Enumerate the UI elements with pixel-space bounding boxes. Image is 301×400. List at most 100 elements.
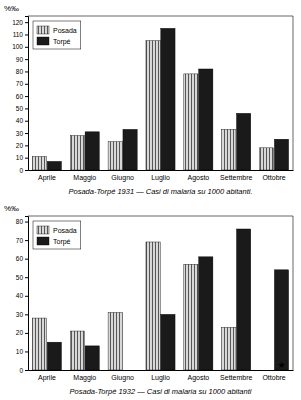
y-tick-label: 40: [16, 292, 24, 299]
bar: [260, 148, 274, 170]
x-tick-label: Agosto: [187, 174, 209, 182]
legend-item: Posada: [37, 226, 77, 234]
y-tick-label: 0: [19, 167, 23, 174]
y-tick-label: 80: [16, 68, 24, 75]
legend-swatch: [37, 226, 49, 234]
y-tick-mark: [25, 22, 28, 23]
y-tick-label: 50: [16, 105, 24, 112]
series: [32, 41, 273, 170]
legend-label: Torpé: [53, 38, 71, 46]
x-tick-label: Luglio: [151, 374, 170, 382]
y-tick: 120: [12, 19, 28, 26]
panel: 01020304050607080AprileMaggioGiugnoLugli…: [4, 204, 294, 396]
y-tick: 110: [13, 31, 28, 38]
bar: [184, 74, 198, 170]
bar: [274, 270, 288, 370]
bar: [184, 264, 198, 370]
x-tick: Ottobre: [262, 370, 285, 381]
y-label: %‰: [4, 4, 19, 13]
x-tick: Ottobre: [262, 170, 285, 181]
panel: 0102030405060708090100110120AprileMaggio…: [4, 4, 294, 196]
y-tick-label: 70: [16, 237, 24, 244]
y-tick-mark: [25, 170, 28, 171]
y-tick-mark: [25, 145, 28, 146]
bar: [199, 69, 213, 170]
bar: [123, 370, 137, 371]
y-tick-label: 100: [12, 43, 23, 50]
y-tick-label: 60: [16, 255, 24, 262]
x-axis-line: [29, 370, 294, 371]
legend-frame: [33, 21, 81, 49]
y-tick-label: 20: [16, 142, 24, 149]
x-tick: Maggio: [73, 170, 96, 182]
frame-right: [293, 216, 294, 370]
x-tick: Giugno: [111, 370, 134, 382]
y-tick-mark: [25, 333, 28, 334]
y-tick: 0: [19, 367, 28, 374]
bar: [237, 229, 251, 370]
y-tick-label: 30: [16, 311, 24, 318]
x-tick-label: Aprile: [38, 374, 56, 382]
y-tick-mark: [25, 259, 28, 260]
y-tick-label: 120: [12, 19, 23, 26]
bar: [85, 132, 99, 170]
y-tick-mark: [25, 96, 28, 97]
x-tick-label: Agosto: [187, 374, 209, 382]
y-tick: 40: [16, 292, 28, 299]
y-tick-label: 20: [16, 329, 24, 336]
legend-item: Torpé: [37, 237, 71, 246]
x-tick-label: Maggio: [73, 374, 96, 382]
y-tick: 70: [16, 80, 28, 87]
y-tick: 50: [16, 105, 28, 112]
frame-top: [28, 16, 293, 17]
y-tick: 10: [16, 154, 28, 161]
y-tick: 30: [16, 311, 28, 318]
bar: [161, 28, 175, 170]
legend-label: Posada: [53, 227, 77, 234]
y-tick: 60: [16, 93, 28, 100]
series: [47, 28, 288, 170]
legend-swatch: [37, 37, 49, 45]
y-tick-mark: [25, 34, 28, 35]
legend: Posada Torpé: [33, 221, 81, 249]
y-tick: 60: [16, 255, 28, 262]
title: Posada-Torpé 1932 — Casi di malaria su 1…: [70, 387, 252, 396]
y-tick-mark: [25, 121, 28, 122]
frame-right: [293, 16, 294, 170]
bar: [222, 129, 236, 170]
bar: [85, 346, 99, 370]
legend-label: Torpé: [53, 238, 71, 246]
y-tick-mark: [25, 370, 28, 371]
y-tick: 50: [16, 274, 28, 281]
y-tick-label: 70: [16, 80, 24, 87]
annotation: ★: [277, 360, 285, 370]
bar: [108, 142, 122, 170]
y-tick: 30: [16, 130, 28, 137]
y-tick-mark: [25, 240, 28, 241]
y-tick: 40: [16, 117, 28, 124]
y-axis: 01020304050607080: [16, 217, 29, 374]
y-tick-label: 50: [16, 274, 24, 281]
y-tick-label: 40: [16, 117, 24, 124]
x-tick-label: Settembre: [220, 174, 252, 181]
y-tick-mark: [25, 108, 28, 109]
y-tick-mark: [25, 71, 28, 72]
y-axis: 0102030405060708090100110120: [12, 17, 28, 174]
x-tick-label: Giugno: [111, 174, 134, 182]
x-tick: Maggio: [73, 370, 96, 382]
y-tick: 80: [16, 218, 28, 225]
bar: [32, 156, 46, 170]
x-axis: AprileMaggioGiugnoLuglioAgostoSettembreO…: [29, 370, 294, 382]
y-tick-mark: [25, 158, 28, 159]
title: Posada-Torpé 1931 — Casi di malaria su 1…: [69, 187, 253, 196]
bar: [108, 312, 122, 370]
bars: [32, 229, 288, 370]
x-tick-label: Giugno: [111, 374, 134, 382]
y-tick-mark: [25, 84, 28, 85]
legend-item: Posada: [37, 26, 77, 34]
bar: [47, 342, 61, 370]
x-tick: Luglio: [151, 170, 170, 182]
bar: [32, 318, 46, 370]
legend-swatch: [37, 237, 49, 245]
y-tick-mark: [25, 133, 28, 134]
